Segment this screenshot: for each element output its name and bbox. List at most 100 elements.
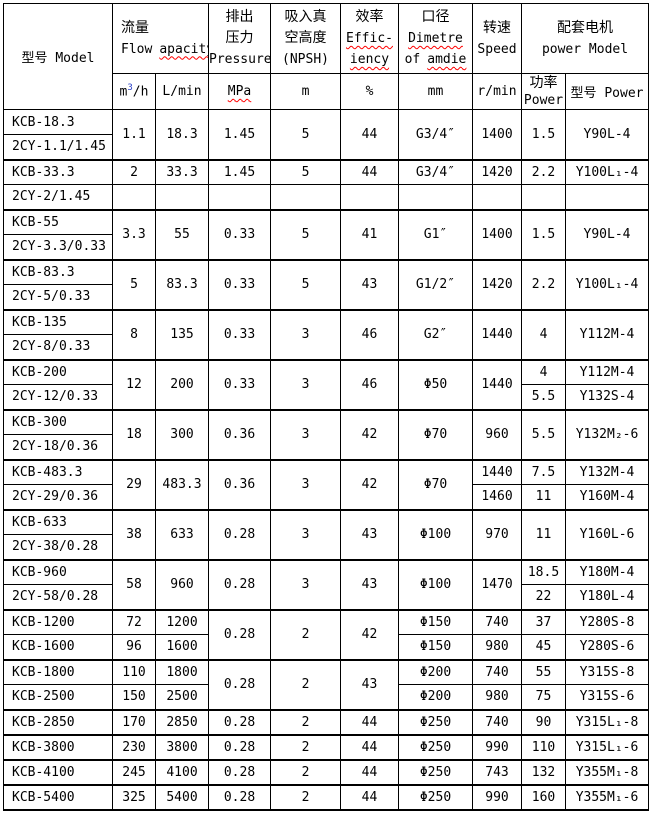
flow-m3h-cell: 325 — [112, 783, 156, 810]
power-cell: 132 — [521, 758, 566, 785]
pressure-cell: 0.28 — [208, 758, 271, 785]
flow-m3h-cell: 18 — [112, 408, 156, 460]
speed-cell: 960 — [472, 408, 522, 460]
efficiency-cell: 46 — [340, 358, 399, 410]
npsh-cell: 3 — [270, 408, 341, 460]
empty-cell — [565, 184, 649, 210]
table-row: KCB-1800 110 1800 0.28 2 43 Φ200 740 55 … — [3, 658, 649, 710]
unit-motor-model: 型号 Power — [565, 73, 649, 110]
motor-model-cell: Y132S-4 — [565, 384, 649, 410]
power-cell: 90 — [521, 708, 566, 735]
table-row: KCB-83.3 5 83.3 0.33 5 43 G1/2″ 1420 2.2… — [3, 258, 649, 310]
npsh-cell: 3 — [270, 358, 341, 410]
unit-speed: r/min — [472, 73, 522, 110]
model-cell: KCB-135 — [3, 308, 113, 335]
diameter-cell: G1″ — [398, 208, 473, 260]
npsh-cell: 2 — [270, 733, 341, 760]
power-cell: 22 — [521, 584, 566, 610]
diameter-cell: Φ150 — [398, 634, 473, 660]
npsh-cell: 5 — [270, 109, 341, 160]
flow-m3h-cell: 245 — [112, 758, 156, 785]
model-cell: KCB-5400 — [3, 783, 113, 810]
model-cell: KCB-633 — [3, 508, 113, 535]
flow-m3h-cell: 170 — [112, 708, 156, 735]
speed-column-header: 转速 Speed — [472, 3, 522, 74]
motor-model-cell: Y180M-4 — [565, 558, 649, 585]
pressure-cell: 0.28 — [208, 558, 271, 610]
speed-cell: 743 — [472, 758, 522, 785]
diameter-cell: G1/2″ — [398, 258, 473, 310]
diameter-cell: Φ200 — [398, 684, 473, 710]
pressure-cell: 0.33 — [208, 358, 271, 410]
table-row: KCB-55 3.3 55 0.33 5 41 G1″ 1400 1.5 Y90… — [3, 208, 649, 260]
efficiency-cell: 41 — [340, 208, 399, 260]
diameter-cell: Φ250 — [398, 733, 473, 760]
unit-dia: mm — [398, 73, 473, 110]
flow-lmin-cell: 55 — [155, 208, 209, 260]
power-cell: 160 — [521, 783, 566, 810]
flow-lmin-cell: 1600 — [155, 634, 209, 660]
model-cell: KCB-960 — [3, 558, 113, 585]
motor-model-cell: Y132M-4 — [565, 458, 649, 485]
pressure-cell: 1.45 — [208, 109, 271, 160]
model-cell: KCB-300 — [3, 408, 113, 435]
speed-cell: 740 — [472, 708, 522, 735]
npsh-cell: 5 — [270, 208, 341, 260]
power-cell: 5.5 — [521, 384, 566, 410]
diameter-cell: Φ200 — [398, 658, 473, 685]
flow-lmin-cell: 18.3 — [155, 109, 209, 160]
npsh-cell: 2 — [270, 758, 341, 785]
diameter-cell: Φ250 — [398, 758, 473, 785]
table-row: KCB-483.3 29 483.3 0.36 3 42 Φ70 1440 7.… — [3, 458, 649, 510]
motor-model-cell: Y280S-8 — [565, 608, 649, 635]
pressure-cell: 0.28 — [208, 708, 271, 735]
empty-cell — [398, 184, 473, 210]
motor-model-cell: Y315S-6 — [565, 684, 649, 710]
model-cell: KCB-200 — [3, 358, 113, 385]
table-row: 2CY-18/0.36 — [3, 434, 649, 460]
npsh-cell: 3 — [270, 558, 341, 610]
flow-m3h-cell: 5 — [112, 258, 156, 310]
efficiency-cell: 42 — [340, 608, 399, 660]
flow-lmin-cell: 300 — [155, 408, 209, 460]
table-row: 2CY-5/0.33 — [3, 284, 649, 310]
flow-lmin-cell: 960 — [155, 558, 209, 610]
diameter-cell: Φ70 — [398, 408, 473, 460]
empty-cell — [521, 184, 566, 210]
empty-cell — [270, 184, 341, 210]
flow-column-header: 流量 FlowapacityQ — [112, 3, 209, 74]
flow-lmin-cell: 200 — [155, 358, 209, 410]
efficiency-cell: 43 — [340, 658, 399, 710]
pressure-cell: 0.28 — [208, 783, 271, 810]
model-cell: 2CY-38/0.28 — [3, 534, 113, 560]
pressure-cell: 0.33 — [208, 258, 271, 310]
speed-cell: 1440 — [472, 308, 522, 360]
npsh-cell: 3 — [270, 458, 341, 510]
diameter-cell: Φ100 — [398, 508, 473, 560]
pressure-cell: 0.33 — [208, 208, 271, 260]
diameter-cell: G3/4″ — [398, 158, 473, 185]
pressure-cell: 0.36 — [208, 458, 271, 510]
speed-cell: 980 — [472, 634, 522, 660]
flow-m3h-cell: 38 — [112, 508, 156, 560]
model-cell: 2CY-58/0.28 — [3, 584, 113, 610]
flow-lmin-cell: 1200 — [155, 608, 209, 635]
table-row: KCB-33.3 2 33.3 1.45 5 44 G3/4″ 1420 2.2… — [3, 158, 649, 185]
efficiency-cell: 44 — [340, 109, 399, 160]
motor-model-cell: Y160L-6 — [565, 508, 649, 560]
diameter-column-header: 口径 Dimetre of amdie — [398, 3, 473, 74]
speed-cell: 990 — [472, 783, 522, 810]
npsh-cell: 2 — [270, 658, 341, 710]
flow-m3h-cell: 3.3 — [112, 208, 156, 260]
table-row: KCB-5400 325 5400 0.28 2 44 Φ250 990 160… — [3, 783, 649, 810]
power-cell: 1.5 — [521, 208, 566, 260]
efficiency-cell: 42 — [340, 408, 399, 460]
flow-m3h-cell: 8 — [112, 308, 156, 360]
table-row: 2CY-1.1/1.45 — [3, 134, 649, 160]
table-row: KCB-1200 72 1200 0.28 2 42 Φ150 740 37 Y… — [3, 608, 649, 660]
speed-cell: 970 — [472, 508, 522, 560]
diameter-cell: Φ250 — [398, 783, 473, 810]
motor-model-cell: Y160M-4 — [565, 484, 649, 510]
efficiency-cell: 46 — [340, 308, 399, 360]
npsh-cell: 5 — [270, 158, 341, 185]
